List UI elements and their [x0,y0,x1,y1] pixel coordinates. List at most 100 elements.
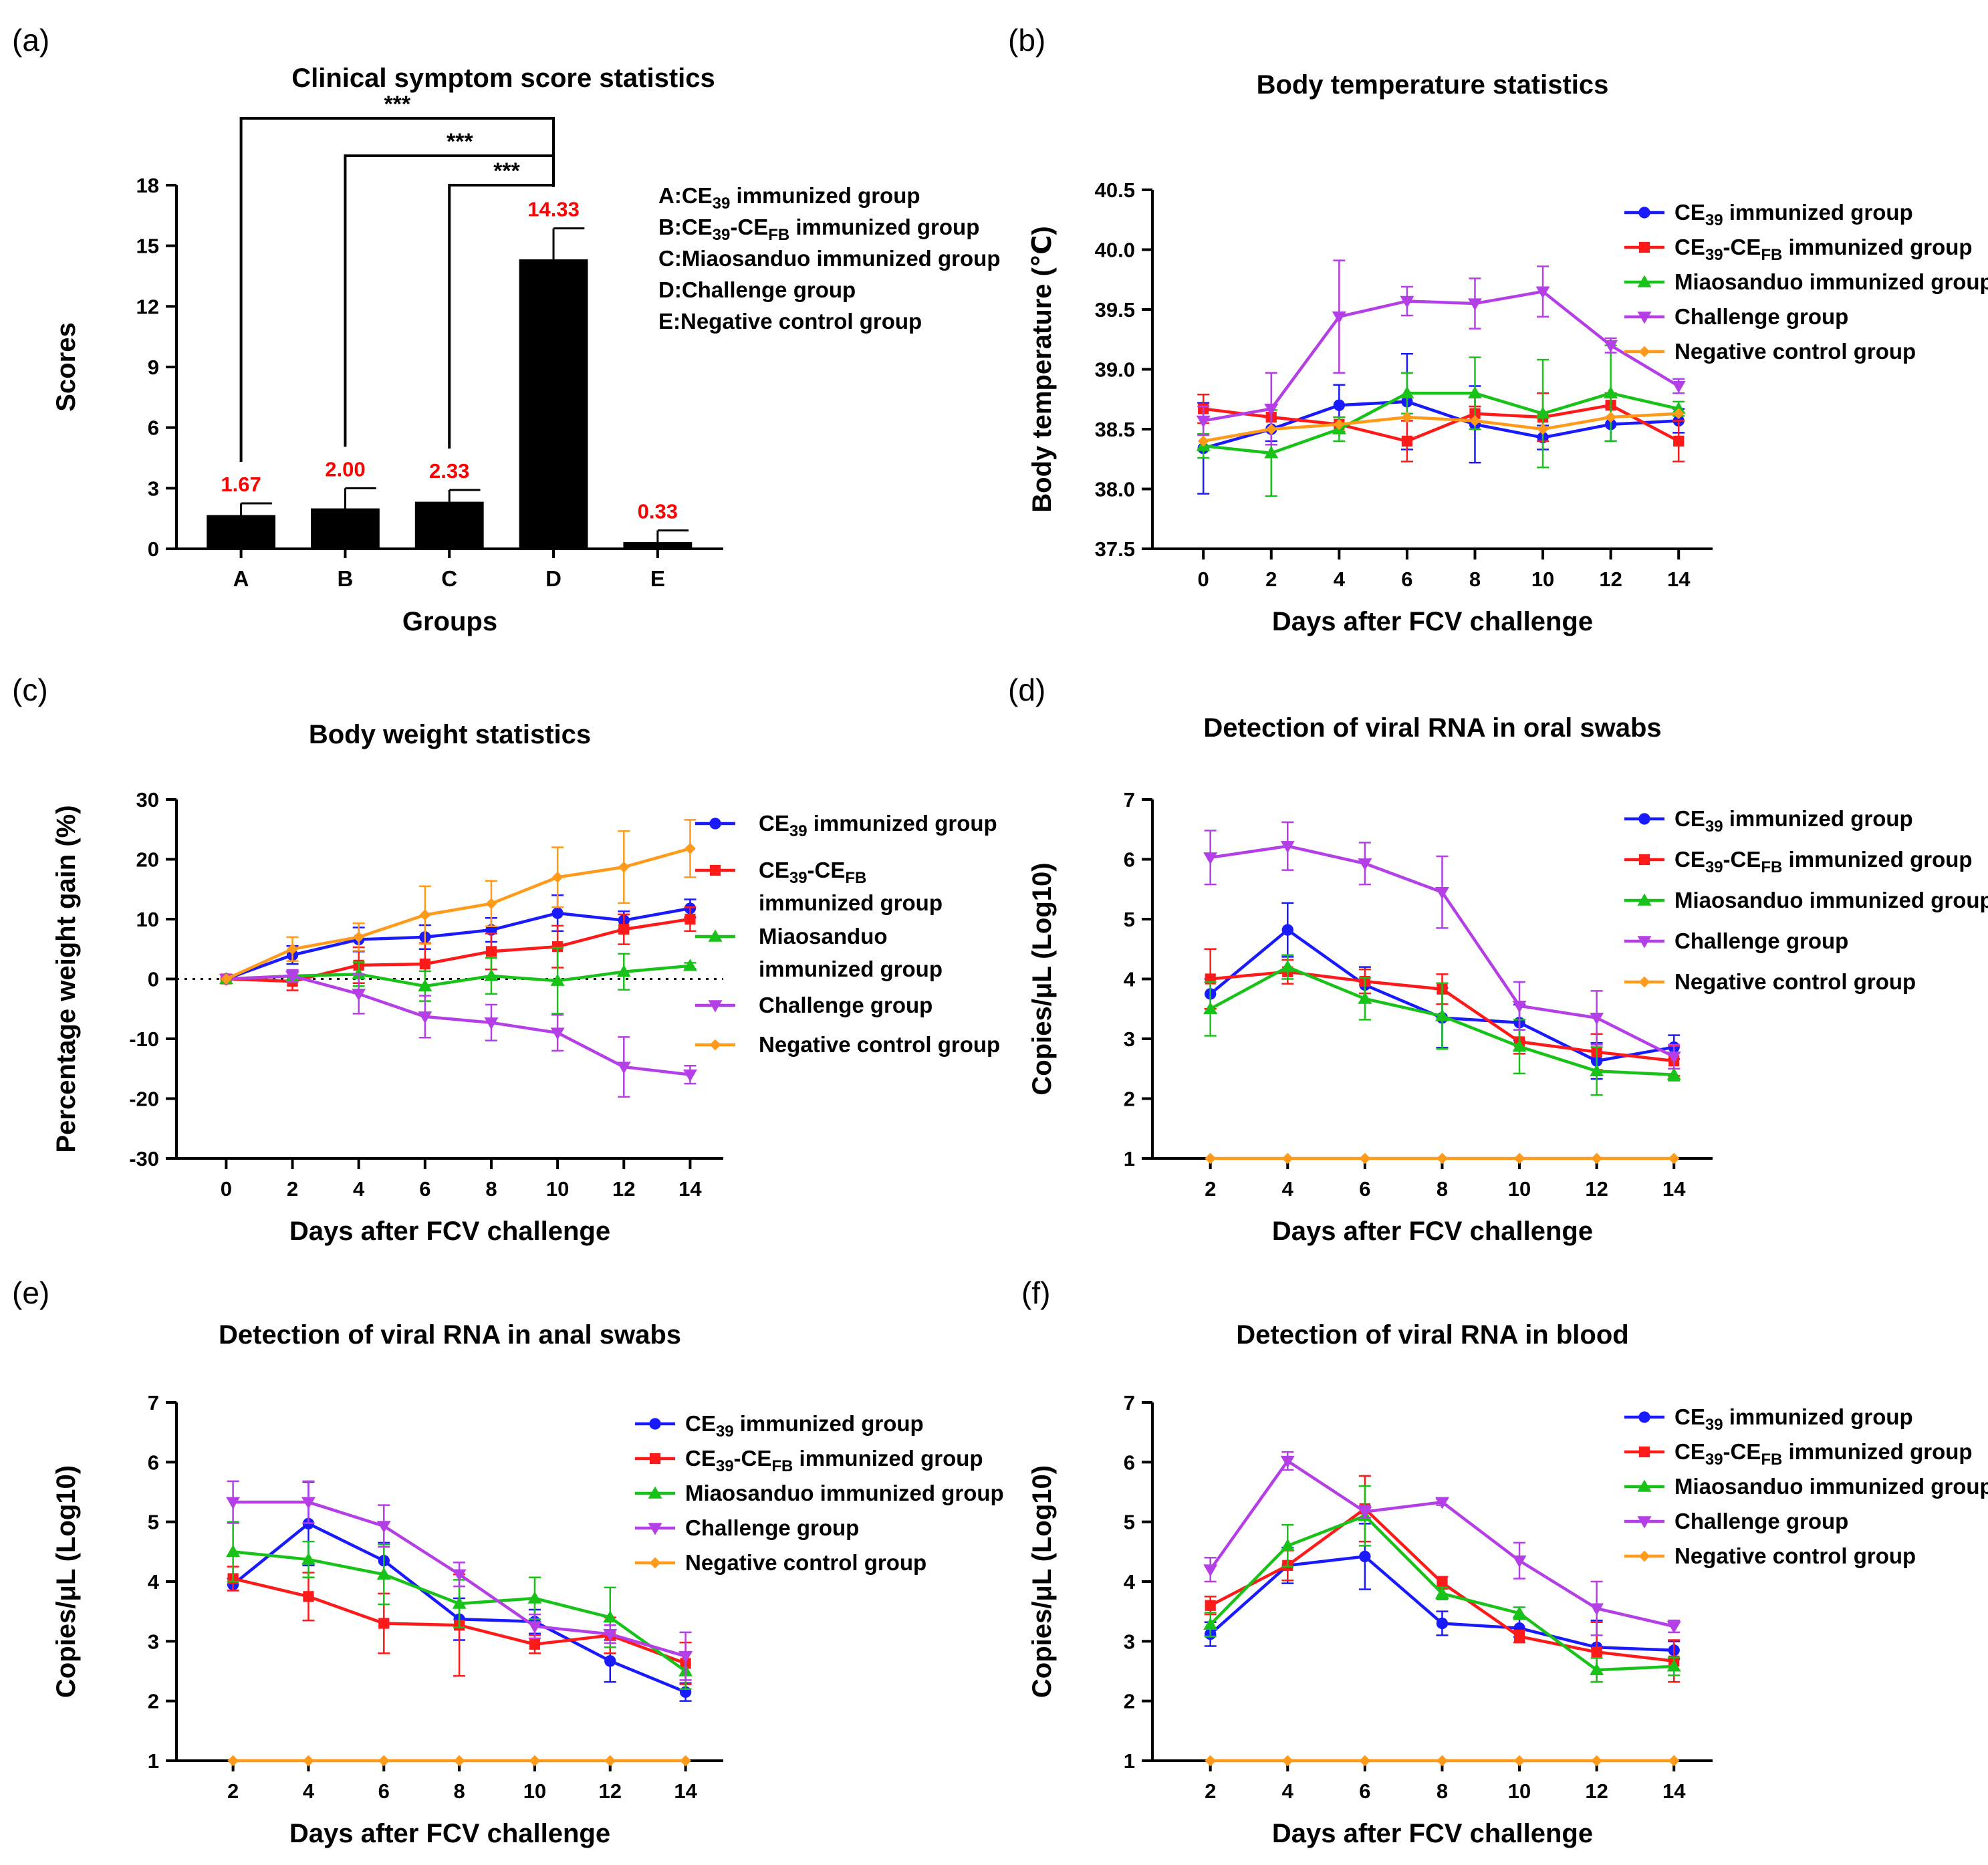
x-tick-label: 14 [678,1177,702,1201]
data-point-miao [603,1610,618,1623]
group-legend-item: A:CE39 immunized group [658,183,920,213]
series-challenge [219,969,697,1098]
data-point-ce39 [1281,924,1293,936]
data-point-miao [1590,1064,1604,1077]
x-tick-label: 4 [303,1779,315,1803]
legend-marker-ce39 [1638,207,1650,219]
data-point-negative [1591,1152,1603,1164]
y-tick-label: 12 [136,295,159,318]
data-point-challenge [1280,841,1295,854]
data-point-negative [529,1755,541,1767]
legend-label-part: Negative control group [685,1550,926,1575]
series-line-challenge [1203,289,1680,422]
x-tick-label: 4 [1282,1177,1294,1201]
panel-label: (b) [1008,23,1045,57]
legend-marker-miao [1637,275,1652,287]
group-legend-item-subscript: 39 [713,226,731,244]
x-tick-label: 8 [1437,1177,1448,1201]
data-point-negative [378,1755,390,1767]
data-point-challenge [1671,380,1686,394]
x-tick-label: 14 [1667,568,1691,591]
x-tick-label: 4 [353,1177,365,1201]
legend-label: Challenge group [759,993,933,1017]
data-point-miao [1535,406,1550,419]
x-axis-title: Days after FCV challenge [289,1217,610,1246]
data-point-challenge [1604,340,1618,353]
significance-stars: *** [493,158,520,184]
x-tick-label: 2 [1205,1779,1216,1803]
y-tick-label: 7 [1124,1391,1135,1414]
legend-label-part: CE [1674,806,1705,831]
series-challenge [1196,259,1686,446]
data-point-challenge [1264,403,1279,416]
y-tick-label: 0 [148,968,159,991]
legend-label-line2: immunized group [759,957,943,981]
x-tick-label: 14 [674,1779,697,1803]
y-tick-label: 5 [148,1511,159,1534]
data-point-negative [551,871,564,883]
legend-marker-challenge [708,1000,723,1013]
legend-label: CE39-CEFB [759,858,866,887]
legend-label-subscript: 39 [1705,1416,1723,1434]
y-axis-title: Scores [51,322,81,411]
x-tick-label: 12 [599,1779,622,1803]
series-line-negative [225,847,691,981]
series-line-cefb [1203,403,1680,443]
data-point-miao [376,1567,391,1580]
data-point-cefb [378,1618,390,1629]
series-negative [1205,1152,1680,1164]
x-tick-label: 12 [612,1177,635,1201]
x-tick-label: 6 [1401,568,1412,591]
y-tick-label: 3 [1124,1027,1135,1051]
data-point-negative [1605,411,1617,423]
series-line-challenge [226,974,691,1076]
x-axis-title: Days after FCV challenge [1272,607,1593,636]
data-point-challenge [1400,295,1414,308]
legend-marker-cefb [1638,1446,1650,1458]
data-point-negative [419,909,431,921]
legend-label: Negative control group [1674,1543,1916,1568]
data-point-miao [1400,386,1414,398]
group-legend-item-part: D:Challenge group [658,277,856,302]
y-tick-label: 38.0 [1095,478,1135,501]
legend-label-part: immunized group [1782,1439,1972,1464]
legend-label-part: CE [1674,847,1705,872]
y-tick-label: 1 [1124,1147,1135,1170]
x-axis-title: Groups [402,607,497,636]
chart-title: Body weight statistics [309,720,591,749]
legend-label-part: -CE [1723,1439,1761,1464]
bar-B [310,508,380,549]
y-axis-title: Copies/μL (Log10) [1027,1465,1057,1698]
data-point-negative [1281,1755,1293,1767]
x-ticks: 0 2 4 6 8 10 12 14 [1198,549,1691,591]
x-tick-label: E [650,566,665,591]
group-legend-item: E:Negative control group [658,309,922,334]
legend-label: CE39-CEFB immunized group [685,1446,983,1475]
data-point-negative [1437,1152,1448,1164]
y-tick-label: 2 [148,1690,159,1713]
x-tick-label: 14 [1662,1779,1686,1803]
x-tick-label: 14 [1662,1177,1686,1201]
group-legend-item-part: immunized group [730,183,920,208]
y-tick-label: 5 [1124,1511,1135,1534]
legend-marker-cefb [1638,241,1650,253]
legend-label-subscript: 39 [1705,858,1723,876]
legend-label: CE39-CEFB immunized group [1674,1439,1973,1469]
legend-marker-negative [1638,976,1650,988]
data-point-ce39 [1436,1617,1449,1630]
x-tick-label: 8 [485,1177,497,1201]
bar-value-label: 2.00 [325,457,365,481]
data-point-challenge [1358,1506,1372,1519]
legend-label: CE39 immunized group [1674,200,1913,229]
data-point-challenge [1512,1001,1527,1013]
legend-marker-ce39 [709,818,721,830]
data-point-negative [685,842,696,854]
chart-title: Detection of viral RNA in blood [1236,1320,1628,1350]
legend-label-part: CE [1674,200,1705,225]
series-line-negative [1203,412,1679,443]
series-line-miao [226,964,691,988]
legend-marker-miao [648,1486,662,1499]
